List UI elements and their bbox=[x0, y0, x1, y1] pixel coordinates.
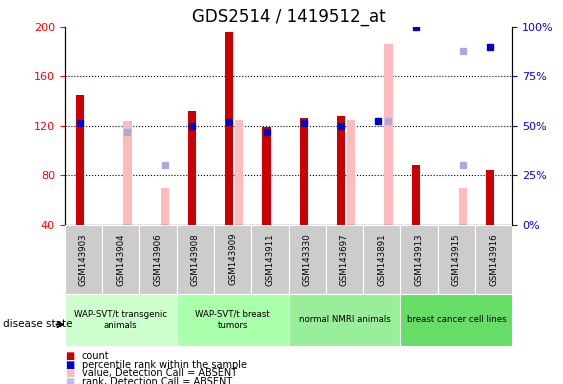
Bar bbox=[177, 225, 214, 294]
Text: ■: ■ bbox=[65, 368, 74, 378]
Bar bbox=[289, 294, 400, 346]
Text: ■: ■ bbox=[65, 377, 74, 384]
Bar bbox=[188, 111, 196, 225]
Text: WAP-SVT/t transgenic
animals: WAP-SVT/t transgenic animals bbox=[74, 310, 167, 330]
Bar bbox=[385, 44, 392, 225]
Text: GSM143697: GSM143697 bbox=[340, 233, 349, 286]
Text: GSM143891: GSM143891 bbox=[377, 233, 386, 286]
Bar bbox=[300, 118, 308, 225]
Text: WAP-SVT/t breast
tumors: WAP-SVT/t breast tumors bbox=[195, 310, 270, 330]
Text: GSM143908: GSM143908 bbox=[191, 233, 200, 286]
Bar bbox=[65, 225, 102, 294]
Bar bbox=[486, 170, 494, 225]
Bar bbox=[65, 294, 177, 346]
Bar bbox=[160, 187, 169, 225]
Bar bbox=[438, 225, 475, 294]
Bar bbox=[400, 294, 512, 346]
Text: breast cancer cell lines: breast cancer cell lines bbox=[406, 315, 506, 324]
Text: GSM143330: GSM143330 bbox=[303, 233, 312, 286]
Text: disease state: disease state bbox=[3, 319, 72, 329]
Bar bbox=[177, 294, 288, 346]
Bar bbox=[225, 32, 233, 225]
Text: GSM143915: GSM143915 bbox=[452, 233, 461, 286]
Bar bbox=[400, 225, 438, 294]
Bar bbox=[347, 119, 355, 225]
Bar bbox=[76, 95, 84, 225]
Text: GSM143909: GSM143909 bbox=[228, 233, 237, 285]
Bar bbox=[251, 225, 288, 294]
Bar bbox=[102, 225, 139, 294]
Text: GSM143916: GSM143916 bbox=[489, 233, 498, 286]
Bar bbox=[262, 127, 271, 225]
Bar bbox=[475, 225, 512, 294]
Text: rank, Detection Call = ABSENT: rank, Detection Call = ABSENT bbox=[82, 377, 232, 384]
Text: normal NMRI animals: normal NMRI animals bbox=[298, 315, 390, 324]
Bar bbox=[289, 225, 326, 294]
Bar bbox=[459, 187, 467, 225]
Text: ■: ■ bbox=[65, 351, 74, 361]
Bar bbox=[412, 166, 420, 225]
Bar bbox=[123, 121, 132, 225]
Bar bbox=[140, 225, 177, 294]
Text: GSM143903: GSM143903 bbox=[79, 233, 88, 286]
Bar bbox=[214, 225, 251, 294]
Bar bbox=[337, 116, 345, 225]
Bar bbox=[326, 225, 363, 294]
Text: ■: ■ bbox=[65, 360, 74, 370]
Bar bbox=[235, 119, 243, 225]
Text: value, Detection Call = ABSENT: value, Detection Call = ABSENT bbox=[82, 368, 237, 378]
Bar bbox=[363, 225, 400, 294]
Text: percentile rank within the sample: percentile rank within the sample bbox=[82, 360, 247, 370]
Text: GSM143911: GSM143911 bbox=[265, 233, 274, 286]
Text: GSM143906: GSM143906 bbox=[154, 233, 163, 286]
Text: count: count bbox=[82, 351, 109, 361]
Text: GSM143904: GSM143904 bbox=[116, 233, 125, 286]
Text: GSM143913: GSM143913 bbox=[414, 233, 423, 286]
Title: GDS2514 / 1419512_at: GDS2514 / 1419512_at bbox=[192, 8, 385, 26]
